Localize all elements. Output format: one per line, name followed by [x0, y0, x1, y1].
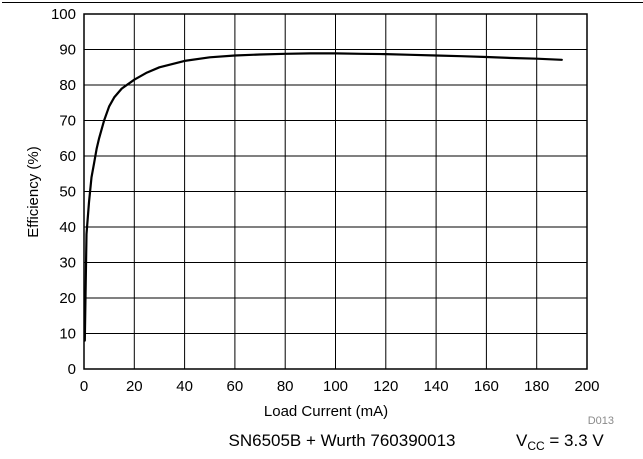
- x-tick-label: 200: [574, 378, 599, 395]
- y-tick-label: 90: [59, 42, 76, 59]
- x-tick-label: 20: [126, 378, 143, 395]
- y-tick-label: 40: [59, 219, 76, 236]
- caption-right-rest: = 3.3 V: [545, 431, 605, 450]
- y-axis-label: Efficiency (%): [25, 146, 42, 237]
- y-tick-label: 30: [59, 255, 76, 272]
- y-tick-label: 50: [59, 184, 76, 201]
- x-axis-label: Load Current (mA): [264, 403, 388, 420]
- grid: [84, 14, 587, 369]
- y-tick-label: 20: [59, 290, 76, 307]
- x-tick-label: 0: [80, 378, 88, 395]
- caption-right: VCC = 3.3 V: [516, 431, 604, 453]
- plot-frame: [83, 13, 588, 370]
- x-tick-label: 40: [176, 378, 193, 395]
- x-tick-label: 100: [323, 378, 348, 395]
- y-tick-label: 10: [59, 326, 76, 343]
- x-tick-label: 180: [524, 378, 549, 395]
- y-tick-labels: 0 10 20 30 40 50 60 70 80 90 100: [51, 6, 76, 378]
- x-tick-labels: 0 20 40 60 80 100 120 140 160 180 200: [80, 378, 600, 395]
- x-tick-label: 60: [227, 378, 244, 395]
- caption-right-base: V: [516, 431, 528, 450]
- caption-right-sub: CC: [527, 439, 545, 453]
- x-tick-label: 160: [474, 378, 499, 395]
- figure-code: D013: [588, 415, 614, 427]
- y-tick-label: 0: [68, 361, 76, 378]
- y-tick-label: 60: [59, 148, 76, 165]
- caption-left: SN6505B + Wurth 760390013: [229, 431, 456, 450]
- y-tick-label: 80: [59, 77, 76, 94]
- x-tick-label: 80: [277, 378, 294, 395]
- y-tick-label: 100: [51, 6, 76, 23]
- y-tick-label: 70: [59, 113, 76, 130]
- efficiency-line: [83, 52, 563, 342]
- x-tick-label: 140: [424, 378, 449, 395]
- x-tick-label: 120: [373, 378, 398, 395]
